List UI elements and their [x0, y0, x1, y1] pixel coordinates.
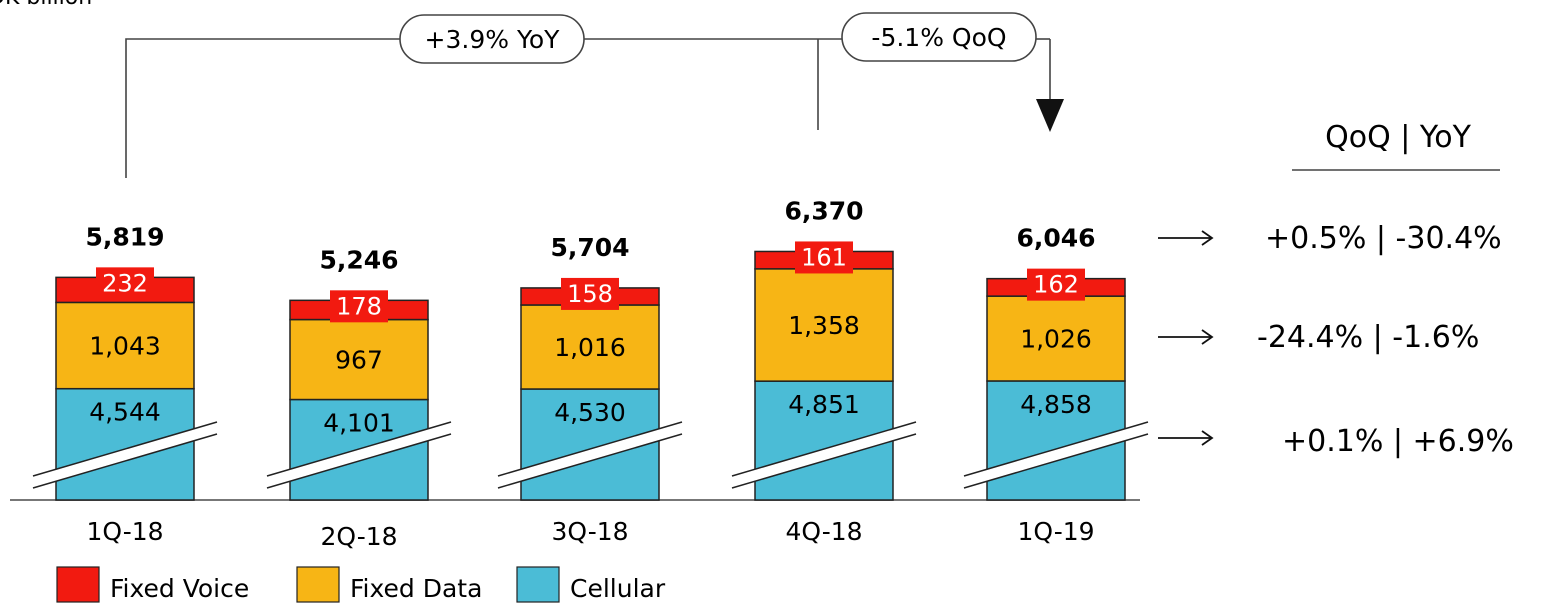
category-tick-label: 3Q-18	[551, 517, 628, 546]
legend-swatch-fixed-voice	[56, 566, 100, 603]
fixed-voice-badge	[1027, 268, 1085, 301]
total-value-label: 6,046	[1016, 224, 1095, 253]
bar-segment-fixed-data	[986, 295, 1126, 382]
cellular-value-label: 4,544	[89, 398, 161, 427]
qoq-annotation: -5.1% QoQ	[871, 23, 1006, 52]
fixed-voice-value-label: 158	[567, 280, 613, 308]
category-tick-label: 4Q-18	[785, 517, 862, 546]
bar-segment-fixed-data	[520, 304, 660, 390]
side-arrow-2-icon	[1158, 329, 1214, 345]
bars-group: 4,544 1,043 232 5,819 1Q-18 4,101 967 178 5,246 2…	[32, 196, 1149, 551]
cellular-value-label: 4,530	[554, 398, 626, 427]
fixed-voice-badge	[561, 277, 619, 310]
yoy-annotation: +3.9% YoY	[425, 25, 561, 54]
legend-label-cellular: Cellular	[570, 574, 666, 603]
side-arrow-3-icon	[1158, 430, 1214, 446]
axis-break-mark	[731, 421, 917, 489]
legend-label-fixed-data: Fixed Data	[350, 574, 482, 603]
fixed-voice-value-label: 161	[801, 243, 847, 271]
category-tick-label: 2Q-18	[320, 522, 397, 551]
legend: Fixed Voice Fixed Data Cellular	[56, 566, 666, 603]
category-tick-label: 1Q-18	[86, 517, 163, 546]
fixed-data-value-label: 967	[335, 346, 383, 375]
unit-label: DK billion	[0, 0, 92, 10]
yoy-pill	[399, 14, 585, 64]
qoq-pill	[841, 12, 1037, 62]
axis-break-mark	[963, 421, 1149, 489]
fixed-data-value-label: 1,043	[89, 332, 161, 361]
side-row-cellular: +0.1% | +6.9%	[1282, 424, 1514, 459]
side-arrows	[1158, 230, 1214, 446]
fixed-voice-badge	[96, 267, 154, 300]
fixed-voice-badge	[795, 241, 853, 274]
fixed-data-value-label: 1,358	[788, 311, 860, 340]
cellular-value-label: 4,858	[1020, 390, 1092, 419]
side-row-fixed-data: -24.4% | -1.6%	[1257, 320, 1479, 355]
fixed-data-value-label: 1,026	[1020, 325, 1092, 354]
total-value-label: 5,246	[319, 245, 398, 274]
total-value-label: 6,370	[784, 196, 863, 225]
yoy-connector-line	[125, 38, 400, 178]
fixed-voice-badge	[330, 290, 388, 323]
axis-break-mark	[497, 421, 683, 489]
side-header: QoQ | YoY	[1325, 120, 1471, 155]
fixed-voice-value-label: 178	[336, 292, 382, 320]
comparison-connectors	[125, 38, 1051, 178]
axis-break-mark	[32, 421, 218, 489]
fixed-data-value-label: 1,016	[554, 333, 626, 362]
legend-label-fixed-voice: Fixed Voice	[110, 574, 249, 603]
legend-swatch-fixed-data	[296, 566, 340, 603]
category-tick-label: 1Q-19	[1017, 517, 1094, 546]
total-value-label: 5,819	[85, 222, 164, 251]
fixed-voice-value-label: 162	[1033, 271, 1079, 299]
cellular-value-label: 4,101	[323, 409, 395, 438]
axis-break-mark	[266, 421, 452, 489]
side-row-fixed-voice: +0.5% | -30.4%	[1265, 221, 1502, 256]
legend-swatch-cellular	[516, 566, 560, 603]
side-arrow-1-icon	[1158, 230, 1214, 246]
qoq-arrow-head	[1036, 99, 1064, 132]
total-value-label: 5,704	[550, 233, 629, 262]
fixed-voice-value-label: 232	[102, 269, 148, 297]
bar-segment-fixed-data	[289, 318, 429, 401]
cellular-value-label: 4,851	[788, 390, 860, 419]
